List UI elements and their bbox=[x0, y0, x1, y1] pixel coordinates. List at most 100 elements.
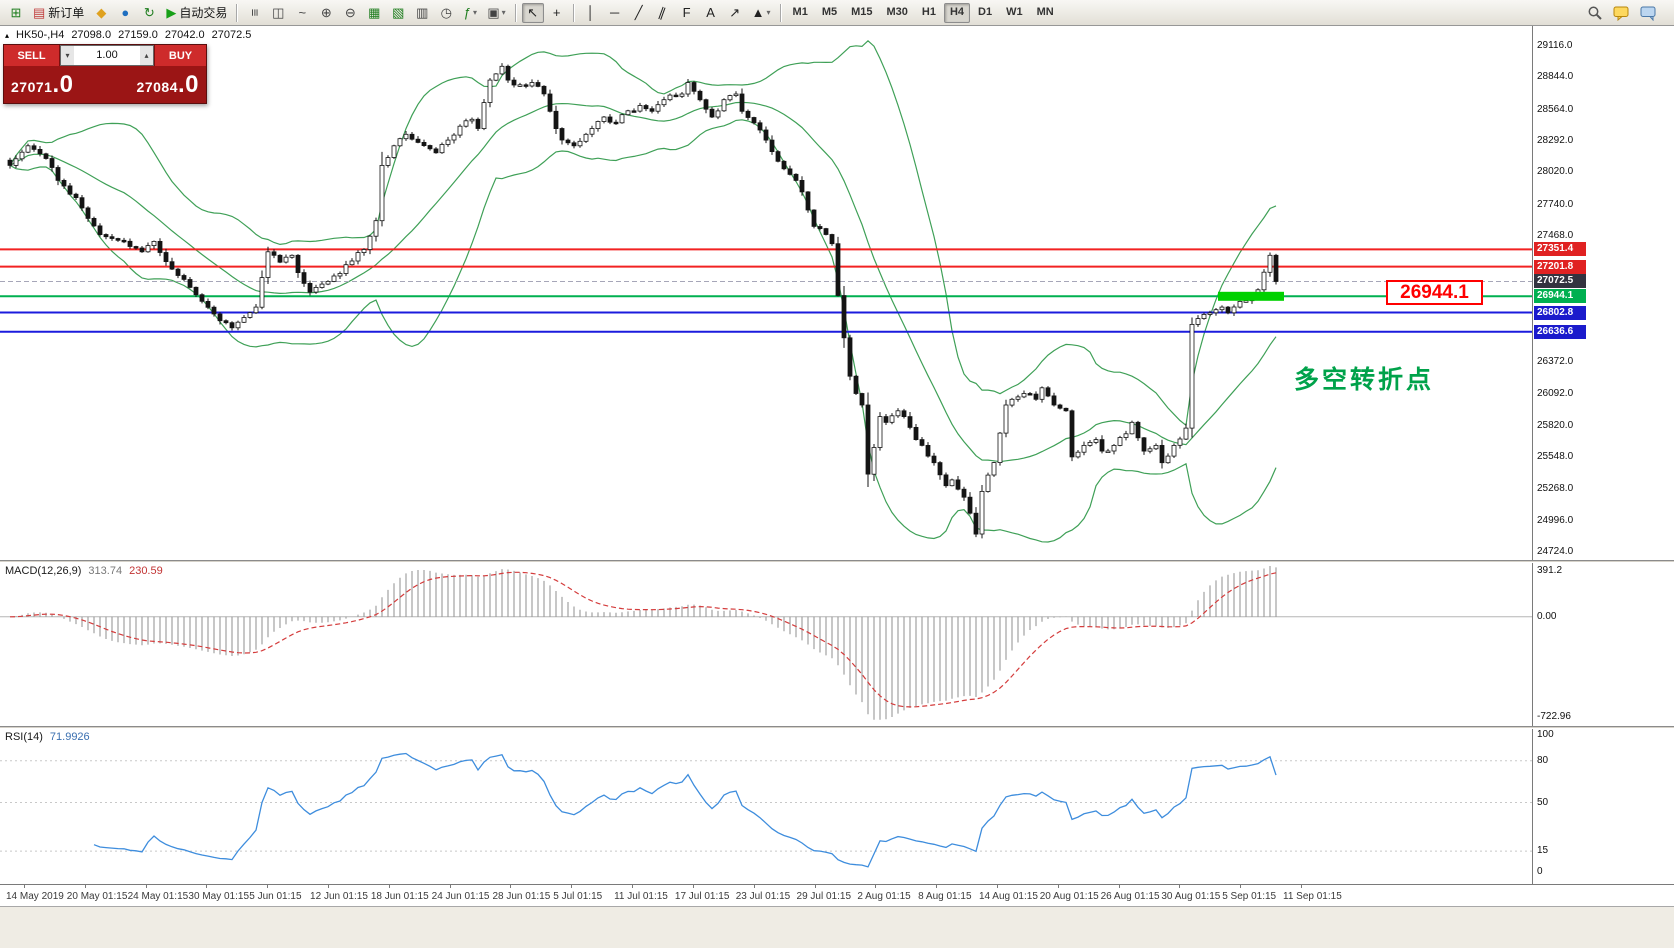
market-watch-icon: ● bbox=[121, 5, 130, 20]
data-window-icon[interactable]: ▥ bbox=[411, 3, 433, 23]
vertical-line-tool-icon[interactable]: │ bbox=[580, 3, 602, 23]
indicators-icon[interactable]: ƒ ▾ bbox=[459, 3, 481, 23]
chart-marker-icon: ▴ bbox=[5, 30, 10, 40]
bollinger-bands bbox=[9, 39, 1277, 543]
new-chart-icon[interactable]: ⊞ bbox=[5, 3, 27, 23]
market-watch-icon[interactable]: ● bbox=[114, 3, 136, 23]
macd-indicator-panel[interactable]: 391.2 0.00 -722.96 MACD(12,26,9) 313.74 230.… bbox=[0, 563, 1674, 726]
macd-axis-label: 0.00 bbox=[1537, 610, 1557, 622]
ohlc-close: 27072.5 bbox=[211, 29, 252, 41]
auto-trading-button[interactable]: ▶ 自动交易 bbox=[162, 3, 231, 23]
line-chart-icon[interactable]: ~ bbox=[291, 3, 313, 23]
text-tool-icon[interactable]: A bbox=[700, 3, 722, 23]
rsi-indicator-panel[interactable]: 100 80 50 15 0 RSI(14) 71.9926 bbox=[0, 729, 1674, 884]
bottom-strip bbox=[0, 906, 1674, 948]
new-chart-icon: ⊞ bbox=[10, 5, 22, 20]
timeframe-h1-button[interactable]: H1 bbox=[921, 6, 936, 18]
panel-divider[interactable] bbox=[0, 560, 1674, 563]
rsi-axis-label: 80 bbox=[1537, 754, 1549, 766]
bar-chart-icon[interactable]: ≡ bbox=[243, 3, 265, 23]
shapes-tool-icon[interactable]: ▲ ▾ bbox=[748, 3, 775, 23]
rsi-axis-label: 100 bbox=[1537, 729, 1554, 740]
zoom-out-icon[interactable]: ⊖ bbox=[339, 3, 361, 23]
templates-icon: ▣ bbox=[487, 5, 500, 20]
community-icon[interactable] bbox=[1636, 3, 1661, 23]
sell-button[interactable]: SELL bbox=[4, 45, 60, 66]
timeframe-w1-button[interactable]: W1 bbox=[1006, 6, 1023, 18]
time-axis-label: 5 Jun 01:15 bbox=[249, 891, 302, 902]
volume-increase-icon[interactable]: ▴ bbox=[140, 46, 153, 65]
time-axis-label: 12 Jun 01:15 bbox=[310, 891, 368, 902]
tile-windows-icon[interactable]: ▦ bbox=[363, 3, 385, 23]
chat-icon[interactable] bbox=[1609, 3, 1634, 23]
price-chart-panel[interactable]: 29116.0 28844.0 28564.0 28292.0 28020.0 27740… bbox=[0, 26, 1674, 560]
time-axis-label: 8 Aug 01:15 bbox=[918, 891, 972, 902]
ohlc-low: 27042.0 bbox=[164, 29, 205, 41]
templates-icon[interactable]: ▣ ▾ bbox=[483, 3, 509, 23]
time-axis-tick bbox=[449, 885, 451, 888]
rsi-axis-label: 0 bbox=[1537, 866, 1543, 877]
fibonacci-tool-icon[interactable]: F bbox=[676, 3, 698, 23]
zoom-in-icon[interactable]: ⊕ bbox=[315, 3, 337, 23]
candlestick-chart-icon: ◫ bbox=[272, 5, 285, 20]
indicators-icon: ƒ bbox=[463, 5, 471, 20]
timeframe-mn-button[interactable]: MN bbox=[1036, 6, 1054, 18]
cascade-windows-icon[interactable]: ▧ bbox=[387, 3, 409, 23]
timeframe-m15-button[interactable]: M15 bbox=[851, 6, 873, 18]
buy-price[interactable]: 27084.0 bbox=[137, 71, 199, 99]
key-level-highlight[interactable] bbox=[1218, 291, 1284, 301]
trendline-tool-icon[interactable]: ╱ bbox=[628, 3, 650, 23]
macd-header: MACD(12,26,9) 313.74 230.59 bbox=[5, 565, 163, 577]
time-axis-tick bbox=[1057, 885, 1059, 888]
time-axis[interactable]: 14 May 2019 20 May 01:15 24 May 01:15 30 Ma… bbox=[0, 884, 1674, 906]
volume-stepper[interactable]: ▾ 1.00 ▴ bbox=[60, 45, 154, 66]
cursor-tool-icon[interactable]: ↖ bbox=[521, 2, 544, 23]
horizontal-line-tool-icon[interactable]: ─ bbox=[604, 3, 626, 23]
horizontal-level-lines[interactable] bbox=[0, 248, 1532, 333]
rsi-value: 71.9926 bbox=[49, 731, 90, 743]
auto-trading-button-label: 自动交易 bbox=[179, 5, 228, 20]
channel-tool-icon: ∥ bbox=[657, 4, 669, 21]
rsi-axis: 100 80 50 15 0 bbox=[1532, 729, 1674, 884]
timeframe-m5-button[interactable]: M5 bbox=[821, 6, 838, 18]
sell-price-frac: .0 bbox=[52, 70, 74, 98]
time-axis-tick bbox=[510, 885, 512, 888]
time-axis-label: 5 Sep 01:15 bbox=[1222, 891, 1277, 902]
rsi-canvas[interactable] bbox=[0, 729, 1532, 884]
price-axis[interactable]: 29116.0 28844.0 28564.0 28292.0 28020.0 27740… bbox=[1532, 26, 1674, 560]
timeframe-h4-button[interactable]: H4 bbox=[943, 2, 971, 23]
volume-value[interactable]: 1.00 bbox=[96, 49, 118, 61]
panel-divider[interactable] bbox=[0, 726, 1674, 729]
crosshair-tool-icon[interactable]: + bbox=[546, 3, 568, 23]
chart-profiles-icon[interactable]: ◆ bbox=[90, 3, 112, 23]
candlestick-chart-icon[interactable]: ◫ bbox=[267, 3, 289, 23]
dropdown-caret-icon: ▾ bbox=[472, 7, 477, 17]
price-axis-label: 28020.0 bbox=[1537, 166, 1574, 178]
macd-canvas[interactable] bbox=[0, 563, 1532, 726]
period-clock-icon[interactable]: ◷ bbox=[435, 3, 457, 23]
price-axis-label: 25268.0 bbox=[1537, 483, 1574, 495]
volume-decrease-icon[interactable]: ▾ bbox=[61, 46, 74, 65]
time-axis-tick bbox=[632, 885, 634, 888]
sell-price[interactable]: 27071.0 bbox=[11, 71, 73, 99]
buy-price-value: 27084 bbox=[136, 78, 178, 95]
auto-trading-glyph: ▶ bbox=[166, 5, 177, 20]
time-axis-tick bbox=[996, 885, 998, 888]
price-chart-canvas[interactable] bbox=[0, 26, 1532, 560]
time-axis-tick bbox=[875, 885, 877, 888]
timeframe-m1-button[interactable]: M1 bbox=[792, 6, 808, 18]
time-axis-label: 18 Jun 01:15 bbox=[370, 891, 429, 902]
search-icon[interactable] bbox=[1583, 3, 1607, 23]
price-axis-label: 28292.0 bbox=[1537, 134, 1574, 146]
data-window-icon: ▥ bbox=[416, 5, 429, 20]
buy-button[interactable]: BUY bbox=[154, 45, 206, 66]
time-axis-label: 11 Jul 01:15 bbox=[614, 891, 668, 902]
refresh-icon[interactable]: ↻ bbox=[138, 3, 160, 23]
time-axis-label: 14 Aug 01:15 bbox=[978, 891, 1038, 902]
timeframe-d1-button[interactable]: D1 bbox=[978, 6, 993, 18]
time-axis-label: 20 Aug 01:15 bbox=[1039, 891, 1099, 902]
channel-tool-icon[interactable]: ∥ bbox=[652, 3, 674, 23]
arrow-tool-icon[interactable]: ↗ bbox=[724, 3, 746, 23]
new-order-button[interactable]: ▤ 新订单 bbox=[29, 3, 88, 23]
timeframe-m30-button[interactable]: M30 bbox=[886, 6, 908, 18]
